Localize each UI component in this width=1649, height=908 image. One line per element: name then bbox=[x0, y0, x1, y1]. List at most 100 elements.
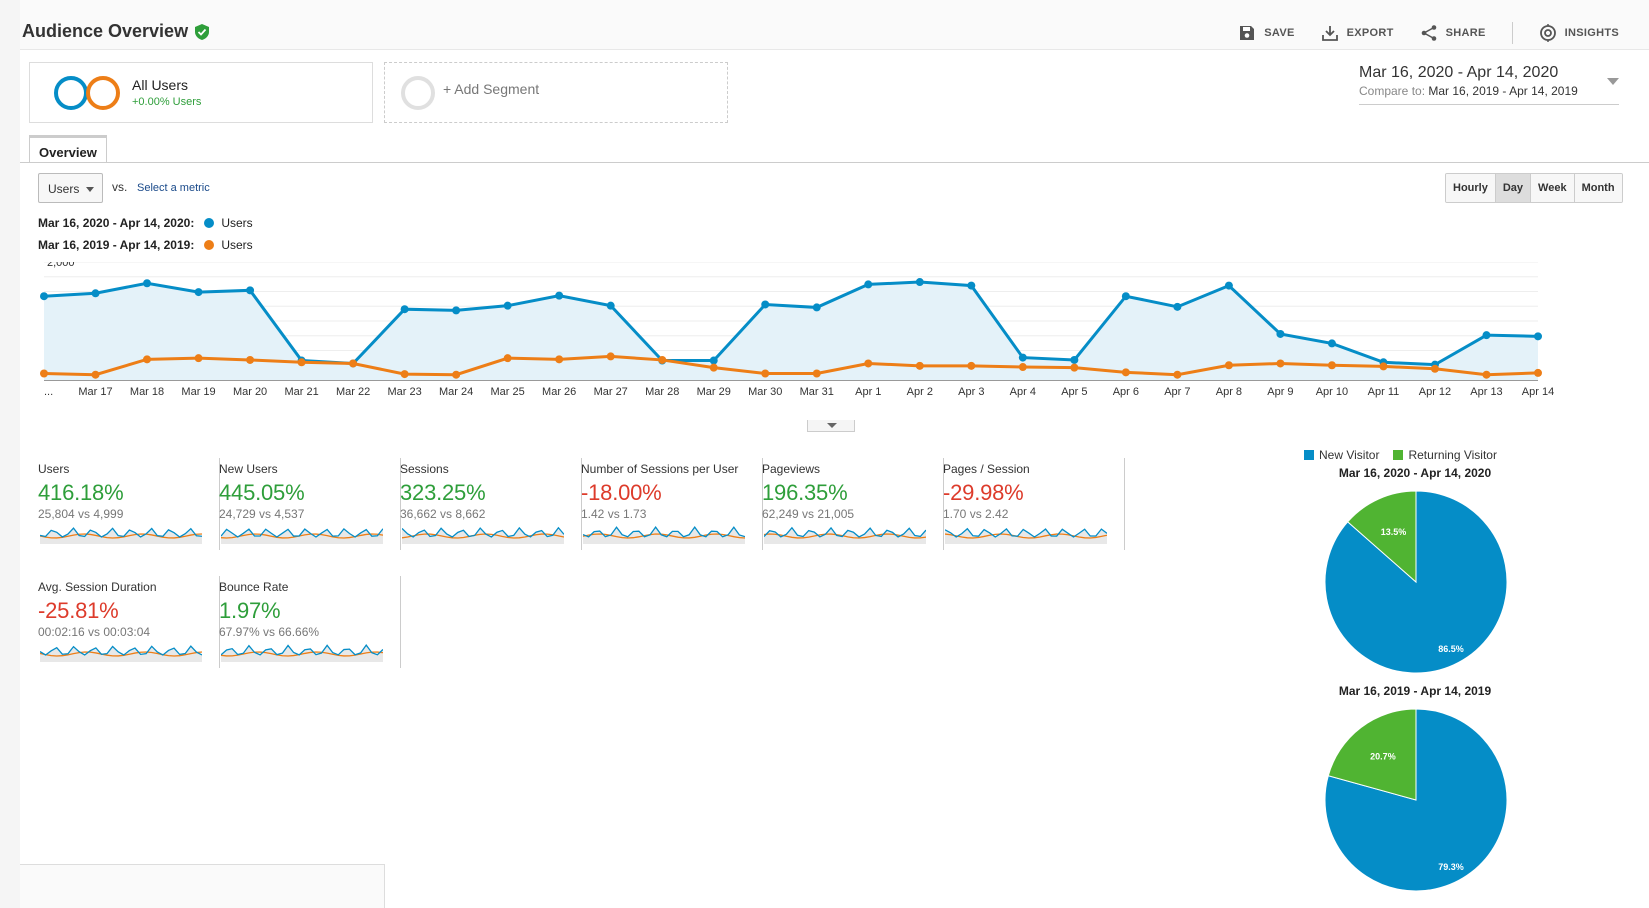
segment-ring-blue-icon bbox=[54, 76, 88, 110]
data-point[interactable] bbox=[1121, 368, 1130, 377]
pie-slice-returning-visitor[interactable] bbox=[1327, 708, 1417, 801]
data-point[interactable] bbox=[967, 281, 976, 290]
metric-change: 1.97% bbox=[219, 598, 281, 623]
metric-tile-sessions[interactable]: Sessions 323.25% 36,662 vs 8,662 bbox=[400, 458, 582, 550]
data-point[interactable] bbox=[297, 358, 306, 367]
x-tick-label: Apr 3 bbox=[958, 386, 984, 398]
data-point[interactable] bbox=[1224, 361, 1233, 370]
data-point[interactable] bbox=[709, 363, 718, 372]
metric-tile-bounce-rate[interactable]: Bounce Rate 1.97% 67.97% vs 66.66% bbox=[219, 576, 401, 668]
pie-label-returning: 20.7% bbox=[1370, 752, 1396, 762]
data-point[interactable] bbox=[864, 359, 873, 368]
data-point[interactable] bbox=[1430, 364, 1439, 373]
data-point[interactable] bbox=[40, 369, 48, 378]
data-point[interactable] bbox=[1379, 362, 1388, 371]
data-point[interactable] bbox=[400, 305, 409, 314]
data-point[interactable] bbox=[349, 359, 358, 368]
data-point[interactable] bbox=[91, 289, 100, 298]
sparkline-previous bbox=[764, 533, 926, 539]
data-point[interactable] bbox=[555, 291, 564, 300]
data-point[interactable] bbox=[864, 280, 873, 289]
share-button[interactable]: SHARE bbox=[1420, 24, 1486, 42]
granularity-hourly-button[interactable]: Hourly bbox=[1446, 174, 1495, 202]
x-tick-label: Mar 24 bbox=[439, 386, 473, 398]
tab-overview[interactable]: Overview bbox=[29, 135, 107, 163]
data-point[interactable] bbox=[143, 279, 152, 288]
data-point[interactable] bbox=[1173, 370, 1182, 379]
data-point[interactable] bbox=[1173, 302, 1182, 311]
metric-change: 445.05% bbox=[219, 480, 305, 505]
data-point[interactable] bbox=[606, 352, 615, 361]
data-point[interactable] bbox=[1482, 331, 1491, 340]
data-point[interactable] bbox=[812, 303, 821, 312]
pie-slice-new-visitor[interactable] bbox=[1324, 708, 1508, 892]
data-point[interactable] bbox=[606, 301, 615, 310]
granularity-month-button[interactable]: Month bbox=[1573, 174, 1622, 202]
add-segment-button[interactable]: + Add Segment bbox=[384, 62, 728, 123]
metric-comparison: 1.70 vs 2.42 bbox=[943, 507, 1009, 521]
insights-button[interactable]: INSIGHTS bbox=[1539, 24, 1619, 42]
data-point[interactable] bbox=[40, 292, 48, 301]
data-point[interactable] bbox=[503, 354, 512, 363]
data-point[interactable] bbox=[1276, 329, 1285, 338]
segment-all-users[interactable]: All Users +0.00% Users bbox=[29, 62, 373, 123]
data-point[interactable] bbox=[915, 278, 924, 287]
data-point[interactable] bbox=[1070, 363, 1079, 372]
metric-tile-avg-session-duration[interactable]: Avg. Session Duration -25.81% 00:02:16 vs … bbox=[38, 576, 220, 668]
data-point[interactable] bbox=[452, 370, 461, 379]
data-point[interactable] bbox=[503, 301, 512, 310]
granularity-day-button[interactable]: Day bbox=[1494, 174, 1531, 202]
metric-tile-number-of-sessions-per-user[interactable]: Number of Sessions per User -18.00% 1.42 v… bbox=[581, 458, 763, 550]
bottom-panel bbox=[20, 864, 385, 908]
data-point[interactable] bbox=[1327, 339, 1336, 348]
data-point[interactable] bbox=[915, 361, 924, 370]
data-point[interactable] bbox=[1534, 332, 1542, 341]
data-point[interactable] bbox=[1070, 355, 1079, 364]
metric-name: Bounce Rate bbox=[219, 580, 289, 594]
data-point[interactable] bbox=[812, 369, 821, 378]
sparkline-area bbox=[221, 528, 383, 544]
segment-ring-orange-icon bbox=[86, 76, 120, 110]
data-point[interactable] bbox=[452, 306, 461, 315]
metric-comparison: 00:02:16 vs 00:03:04 bbox=[38, 625, 151, 639]
save-button[interactable]: SAVE bbox=[1238, 24, 1294, 42]
metric-tile-pageviews[interactable]: Pageviews 196.35% 62,249 vs 21,005 bbox=[762, 458, 944, 550]
x-tick-label: Apr 14 bbox=[1522, 386, 1554, 398]
data-point[interactable] bbox=[1224, 281, 1233, 290]
data-point[interactable] bbox=[400, 370, 409, 379]
data-point[interactable] bbox=[709, 356, 718, 365]
series-area bbox=[44, 282, 1538, 380]
data-point[interactable] bbox=[91, 370, 100, 379]
data-point[interactable] bbox=[1327, 361, 1336, 370]
data-point[interactable] bbox=[1018, 353, 1027, 362]
export-button[interactable]: EXPORT bbox=[1321, 24, 1394, 42]
data-point[interactable] bbox=[761, 300, 770, 309]
data-point[interactable] bbox=[658, 355, 667, 364]
data-point[interactable] bbox=[555, 355, 564, 364]
data-point[interactable] bbox=[761, 369, 770, 378]
metric-tile-pages-session[interactable]: Pages / Session -29.98% 1.70 vs 2.42 bbox=[943, 458, 1125, 550]
select-metric-link[interactable]: Select a metric bbox=[137, 182, 210, 194]
data-point[interactable] bbox=[246, 355, 255, 364]
date-range-picker[interactable]: Mar 16, 2020 - Apr 14, 2020 Compare to: … bbox=[1359, 64, 1619, 105]
metric-tile-users[interactable]: Users 416.18% 25,804 vs 4,999 bbox=[38, 458, 220, 550]
pie-slice-returning-visitor[interactable] bbox=[1347, 490, 1417, 584]
data-point[interactable] bbox=[143, 355, 152, 364]
data-point[interactable] bbox=[1018, 363, 1027, 372]
granularity-week-button[interactable]: Week bbox=[1530, 174, 1574, 202]
metric-dropdown[interactable]: Users bbox=[38, 173, 103, 203]
data-point[interactable] bbox=[1121, 292, 1130, 301]
data-point[interactable] bbox=[194, 288, 203, 297]
data-point[interactable] bbox=[967, 361, 976, 370]
data-point[interactable] bbox=[1276, 359, 1285, 368]
data-point[interactable] bbox=[1534, 368, 1542, 377]
add-segment-label: + Add Segment bbox=[443, 81, 540, 97]
sparkline-current bbox=[402, 526, 564, 538]
data-point[interactable] bbox=[246, 286, 255, 295]
collapse-chart-button[interactable] bbox=[807, 420, 855, 432]
data-point[interactable] bbox=[1482, 370, 1491, 379]
insights-icon bbox=[1539, 24, 1556, 42]
metric-comparison: 62,249 vs 21,005 bbox=[762, 507, 855, 521]
data-point[interactable] bbox=[194, 354, 203, 363]
metric-tile-new-users[interactable]: New Users 445.05% 24,729 vs 4,537 bbox=[219, 458, 401, 550]
